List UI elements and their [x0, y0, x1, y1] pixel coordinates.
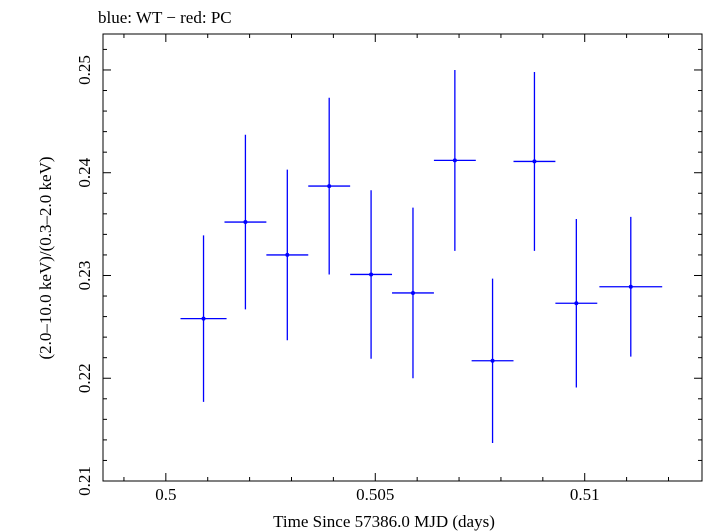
point-marker — [452, 158, 457, 163]
y-tick-label: 0.21 — [75, 466, 94, 496]
y-tick-label: 0.23 — [75, 261, 94, 291]
data-series — [180, 69, 663, 443]
point-marker — [410, 290, 415, 295]
y-tick-label: 0.25 — [75, 55, 94, 85]
x-axis-label: Time Since 57386.0 MJD (days) — [273, 512, 495, 531]
y-axis-label: (2.0–10.0 keV)/(0.3–2.0 keV) — [36, 156, 55, 359]
data-point — [392, 207, 434, 379]
point-marker — [574, 301, 579, 306]
data-point — [433, 69, 476, 251]
data-point — [180, 235, 227, 402]
data-point — [599, 216, 663, 357]
data-point — [308, 97, 351, 275]
point-marker — [327, 184, 332, 189]
x-tick-label: 0.51 — [570, 485, 600, 504]
x-tick-label: 0.5 — [155, 485, 176, 504]
x-tick-label: 0.505 — [356, 485, 394, 504]
plot-frame — [102, 33, 703, 482]
y-tick-label: 0.22 — [75, 363, 94, 393]
chart-title: blue: WT − red: PC — [98, 8, 232, 27]
point-marker — [201, 316, 206, 321]
data-point — [513, 72, 556, 251]
data-point — [555, 218, 598, 388]
x-axis: 0.5 0.505 0.51 — [123, 34, 669, 504]
point-marker — [490, 358, 495, 363]
point-marker — [532, 159, 537, 164]
point-marker — [628, 284, 633, 289]
y-tick-label: 0.24 — [75, 157, 94, 187]
data-point — [224, 134, 267, 310]
point-marker — [285, 252, 290, 257]
data-point — [266, 169, 309, 341]
data-point — [350, 190, 393, 359]
data-point — [471, 278, 514, 443]
point-marker — [243, 220, 248, 225]
point-marker — [369, 272, 374, 277]
y-axis: 0.21 0.22 0.23 0.24 0.25 — [75, 48, 702, 496]
